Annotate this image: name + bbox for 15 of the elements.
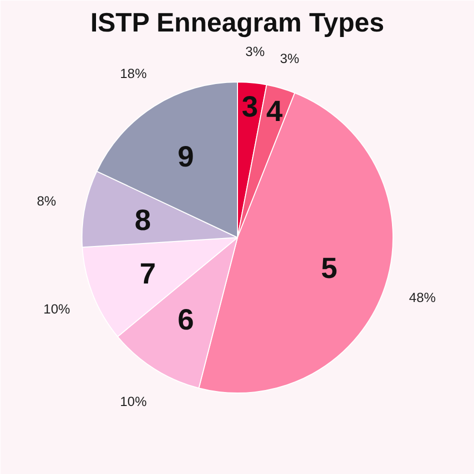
slice-label: 4: [266, 95, 284, 128]
slice-label: 9: [178, 140, 194, 174]
data-label: 3%: [280, 50, 300, 66]
slice-label: 7: [140, 258, 156, 290]
data-label: 18%: [120, 66, 147, 81]
data-label: 3%: [245, 44, 265, 60]
data-label: 10%: [120, 394, 147, 410]
data-label: 10%: [43, 302, 70, 317]
slice-label: 3: [242, 90, 258, 124]
data-label: 48%: [409, 290, 436, 306]
slice-label: 8: [134, 204, 151, 237]
slice-label: 5: [321, 252, 338, 285]
chart-title: ISTP Enneagram Types: [90, 8, 384, 38]
data-label: 8%: [36, 194, 56, 209]
slice-label: 6: [178, 303, 194, 336]
